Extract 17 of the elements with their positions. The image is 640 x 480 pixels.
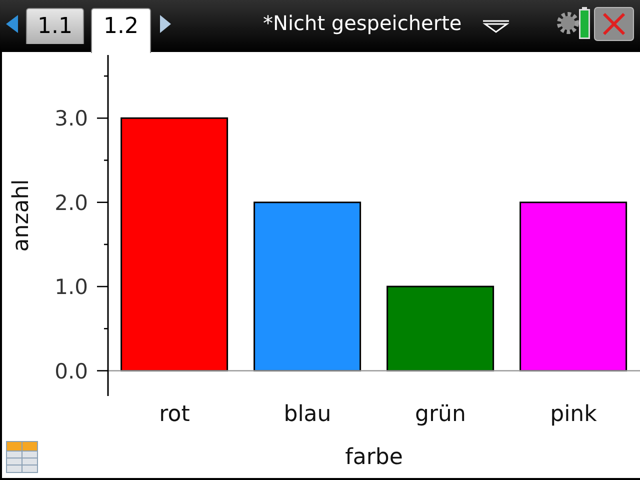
bar (120, 117, 228, 372)
bar (520, 202, 628, 372)
y-tick-label: 3.0 (54, 106, 88, 131)
y-axis-title: anzahl (8, 179, 34, 252)
y-tick-label: 1.0 (54, 275, 88, 300)
y-tick-label: 0.0 (54, 359, 88, 384)
bar (386, 286, 494, 372)
tab: 1.2 (91, 8, 151, 53)
y-tick-label: 2.0 (54, 190, 88, 215)
x-tick-label: rot (159, 402, 190, 427)
x-tick-label: pink (550, 402, 598, 427)
bar (254, 202, 362, 372)
x-tick-label: blau (284, 402, 332, 427)
text: *Nicht gespeicherte (263, 11, 462, 35)
x-axis-title: farbe (345, 445, 403, 470)
x-tick-label: grün (415, 402, 466, 427)
tab: 1.1 (26, 8, 84, 44)
